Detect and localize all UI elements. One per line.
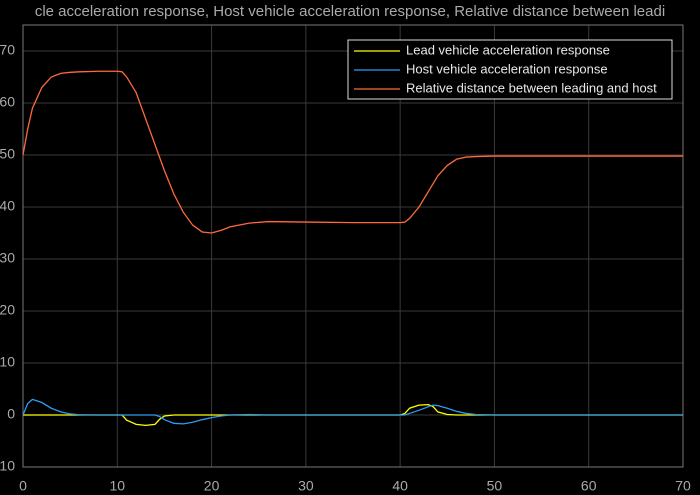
y-tick-label: 0 [7,406,15,422]
plot-border [22,24,684,468]
legend-label: Relative distance between leading and ho… [406,80,657,95]
legend-label: Host vehicle acceleration response [406,61,608,76]
legend-box [347,39,673,100]
series-line [22,70,683,234]
y-tick-label: -10 [0,458,15,474]
y-tick-label: 20 [0,302,15,318]
y-tick-label: 70 [0,42,15,58]
chart-title: cle acceleration response, Host vehicle … [35,3,665,20]
x-tick-label: 60 [581,478,597,494]
series-line [22,398,683,425]
x-tick-label: 20 [204,478,220,494]
x-tick-label: 50 [487,478,503,494]
legend-label: Lead vehicle acceleration response [406,42,610,57]
x-tick-label: 30 [298,478,314,494]
y-tick-label: 30 [0,250,15,266]
x-tick-label: 0 [19,478,27,494]
x-tick-label: 70 [675,478,691,494]
y-tick-label: 40 [0,198,15,214]
x-tick-label: 40 [392,478,408,494]
y-tick-label: 10 [0,354,15,370]
y-tick-label: 60 [0,94,15,110]
y-tick-label: 50 [0,146,15,162]
x-tick-label: 10 [109,478,125,494]
